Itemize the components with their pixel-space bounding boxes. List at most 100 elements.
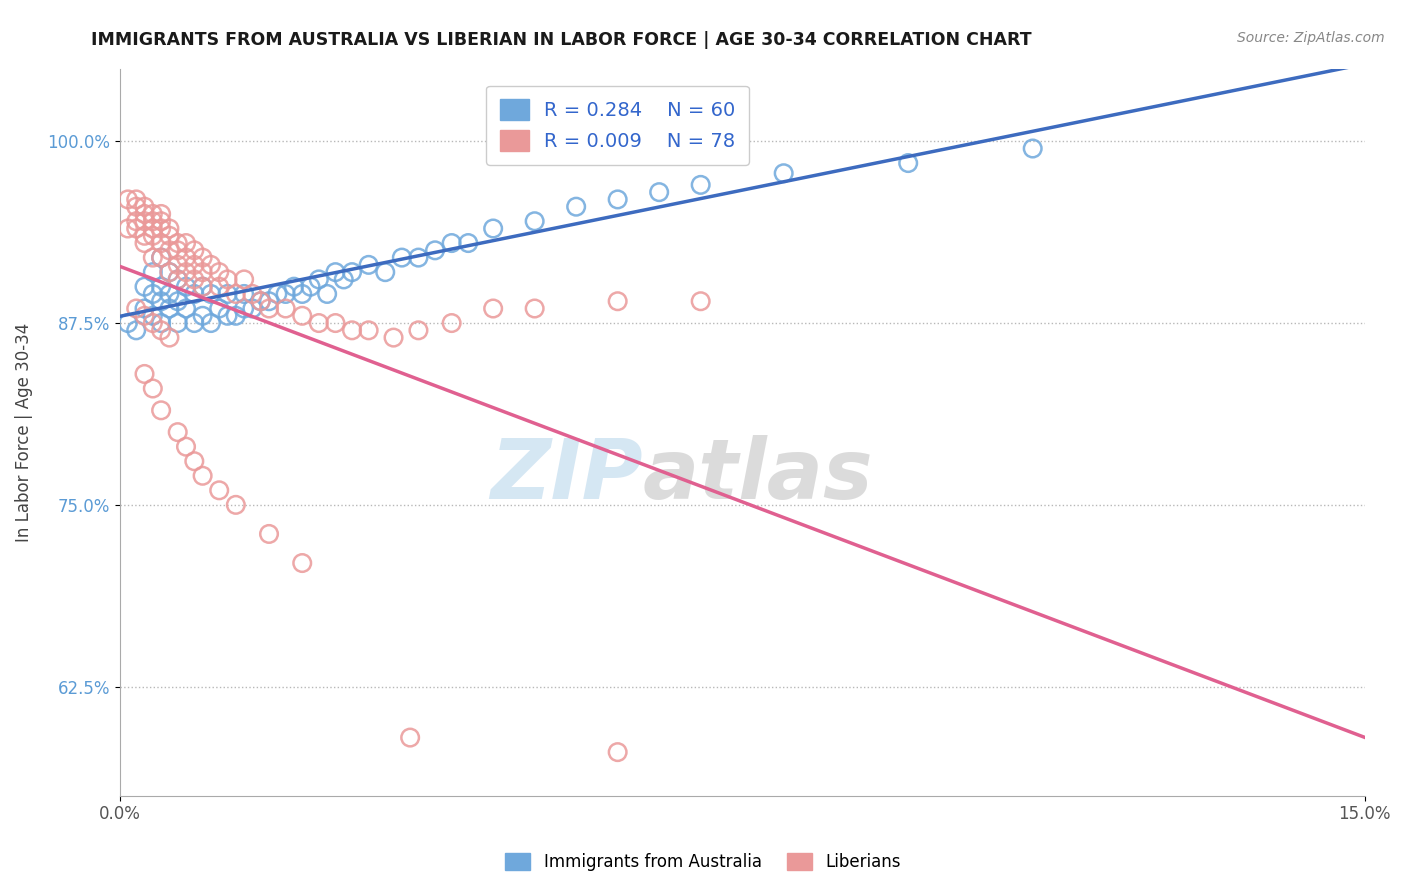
Point [299, 279, 322, 293]
Point [150, 316, 173, 330]
Point [157, 221, 180, 235]
Point [125, 214, 148, 228]
Point [183, 272, 205, 286]
Point [316, 287, 339, 301]
Point [208, 301, 231, 316]
Point [125, 221, 148, 235]
Point [374, 265, 396, 279]
Point [200, 316, 222, 330]
Text: IMMIGRANTS FROM AUSTRALIA VS LIBERIAN IN LABOR FORCE | AGE 30-34 CORRELATION CHA: IMMIGRANTS FROM AUSTRALIA VS LIBERIAN IN… [91, 31, 1032, 49]
Point [606, 193, 628, 207]
Point [897, 156, 920, 170]
Point [174, 235, 197, 250]
Point [134, 309, 156, 323]
Point [291, 309, 314, 323]
Point [134, 301, 156, 316]
Point [191, 279, 214, 293]
Text: Source: ZipAtlas.com: Source: ZipAtlas.com [1237, 31, 1385, 45]
Point [142, 309, 165, 323]
Point [357, 323, 380, 337]
Point [233, 287, 256, 301]
Point [249, 294, 271, 309]
Point [225, 498, 247, 512]
Point [233, 301, 256, 316]
Point [183, 454, 205, 468]
Point [183, 244, 205, 258]
Point [217, 287, 239, 301]
Point [157, 265, 180, 279]
Point [150, 294, 173, 309]
Point [157, 330, 180, 344]
Point [242, 287, 264, 301]
Point [134, 207, 156, 221]
Point [606, 294, 628, 309]
Point [142, 207, 165, 221]
Point [257, 301, 280, 316]
Point [117, 316, 139, 330]
Point [166, 272, 188, 286]
Point [225, 309, 247, 323]
Point [257, 527, 280, 541]
Point [325, 316, 347, 330]
Point [523, 301, 546, 316]
Point [482, 221, 505, 235]
Point [274, 287, 297, 301]
Point [150, 323, 173, 337]
Point [157, 287, 180, 301]
Point [166, 258, 188, 272]
Point [191, 265, 214, 279]
Point [266, 287, 288, 301]
Point [423, 244, 446, 258]
Point [166, 294, 188, 309]
Point [217, 309, 239, 323]
Point [291, 556, 314, 570]
Point [208, 265, 231, 279]
Point [183, 258, 205, 272]
Y-axis label: In Labor Force | Age 30-34: In Labor Force | Age 30-34 [15, 323, 32, 541]
Point [233, 272, 256, 286]
Point [257, 294, 280, 309]
Point [142, 316, 165, 330]
Point [134, 214, 156, 228]
Point [166, 425, 188, 439]
Point [125, 200, 148, 214]
Point [274, 301, 297, 316]
Point [174, 265, 197, 279]
Point [150, 251, 173, 265]
Point [440, 316, 463, 330]
Point [391, 251, 413, 265]
Point [217, 272, 239, 286]
Point [357, 258, 380, 272]
Point [134, 235, 156, 250]
Point [174, 440, 197, 454]
Point [283, 279, 305, 293]
Text: atlas: atlas [643, 435, 873, 516]
Point [1022, 141, 1045, 155]
Point [208, 279, 231, 293]
Point [308, 316, 330, 330]
Point [150, 221, 173, 235]
Point [142, 382, 165, 396]
Point [150, 403, 173, 417]
Point [325, 265, 347, 279]
Point [174, 279, 197, 293]
Point [191, 279, 214, 293]
Point [191, 468, 214, 483]
Point [134, 228, 156, 243]
Point [399, 731, 422, 745]
Legend: R = 0.284    N = 60, R = 0.009    N = 78: R = 0.284 N = 60, R = 0.009 N = 78 [486, 86, 749, 165]
Point [142, 251, 165, 265]
Point [157, 265, 180, 279]
Point [308, 272, 330, 286]
Point [174, 301, 197, 316]
Point [125, 301, 148, 316]
Point [166, 244, 188, 258]
Point [142, 214, 165, 228]
Point [648, 185, 671, 199]
Point [408, 251, 430, 265]
Point [440, 235, 463, 250]
Point [157, 228, 180, 243]
Point [291, 287, 314, 301]
Point [191, 309, 214, 323]
Point [689, 178, 711, 192]
